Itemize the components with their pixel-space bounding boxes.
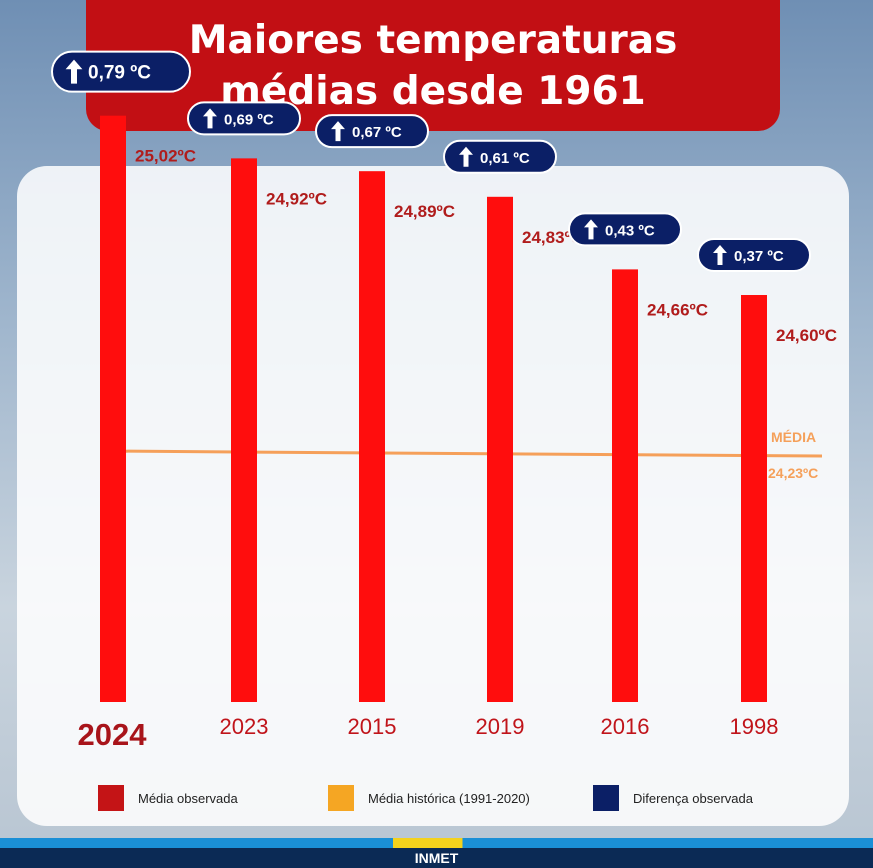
up-arrow-icon (203, 108, 217, 129)
legend-item-observed: Média observada (98, 785, 238, 811)
footer-label: INMET (414, 850, 459, 866)
value-label-2024: 25,02ºC (135, 147, 196, 166)
up-arrow-icon (459, 146, 473, 167)
up-arrow-icon (584, 219, 598, 240)
legend-swatch-difference (593, 785, 619, 811)
difference-badge-2016 (568, 212, 682, 247)
difference-label-2016: 0,43 ºC (605, 222, 655, 239)
legend-label-observed: Média observada (138, 790, 238, 806)
difference-label-2019: 0,61 ºC (480, 150, 530, 167)
bar-2024 (100, 115, 126, 703)
chart-title-line-1: Maiores temperaturas (188, 17, 678, 63)
difference-label-1998: 0,37 ºC (734, 248, 784, 265)
value-label-1998: 24,60ºC (776, 326, 837, 345)
bar-2016 (612, 269, 638, 702)
legend-swatch-historical (328, 785, 354, 811)
up-arrow-icon (713, 245, 727, 266)
footer-stripe (0, 838, 873, 848)
category-label-2016: 2016 (601, 714, 650, 739)
value-label-2016: 24,66ºC (647, 300, 708, 319)
legend-label-historical: Média histórica (1991-2020) (368, 790, 530, 806)
bar-2019 (487, 196, 513, 703)
difference-label-2015: 0,67 ºC (352, 124, 402, 141)
difference-badge-2015 (315, 114, 429, 149)
chart-panel (17, 166, 849, 826)
value-label-2015: 24,89ºC (394, 202, 455, 221)
up-arrow-icon (65, 59, 83, 84)
bar-2015 (359, 171, 385, 702)
category-label-2019: 2019 (476, 714, 525, 739)
value-label-2019: 24,83ºC (522, 228, 583, 247)
reference-value-label: 24,23ºC (768, 465, 818, 481)
bar-1998 (741, 295, 767, 702)
difference-badge-2024 (51, 50, 191, 93)
legend-item-historical: Média histórica (1991-2020) (328, 785, 530, 811)
difference-badge-2023 (187, 101, 301, 136)
difference-label-2024: 0,79 ºC (88, 63, 151, 84)
legend-swatch-observed (98, 785, 124, 811)
reference-line (99, 449, 823, 458)
difference-label-2023: 0,69 ºC (224, 111, 274, 128)
category-label-2015: 2015 (348, 714, 397, 739)
category-label-1998: 1998 (730, 714, 779, 739)
category-label-2024: 2024 (78, 717, 148, 752)
category-label-2023: 2023 (220, 714, 269, 739)
up-arrow-icon (331, 121, 345, 142)
legend-item-difference: Diferença observada (593, 785, 753, 811)
bar-2023 (231, 158, 257, 702)
value-label-2023: 24,92ºC (266, 189, 327, 208)
reference-label: MÉDIA (771, 429, 816, 445)
footer-bar: INMET (0, 848, 873, 868)
difference-badge-2019 (443, 139, 557, 174)
legend-label-difference: Diferença observada (633, 790, 753, 806)
difference-badge-1998 (697, 238, 811, 273)
